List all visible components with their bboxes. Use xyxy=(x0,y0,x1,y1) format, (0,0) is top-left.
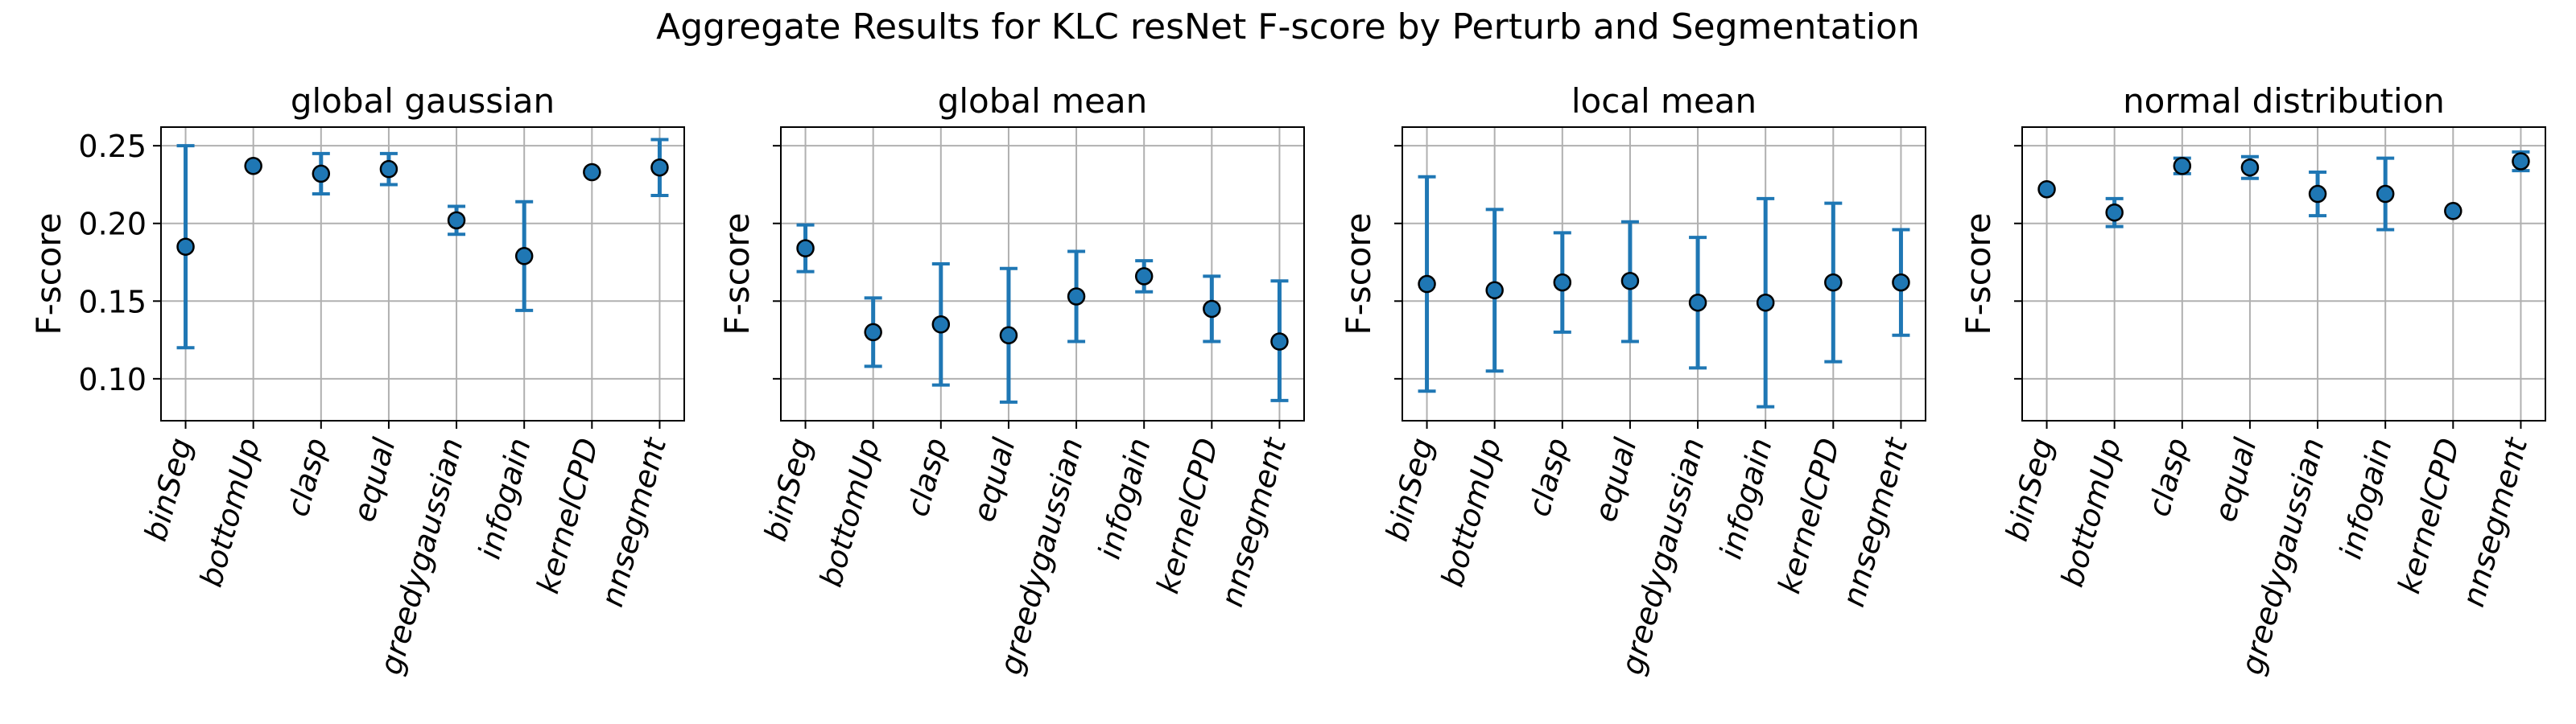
data-point-infogain xyxy=(1756,293,1775,312)
x-tick-label: equal xyxy=(1587,434,1644,526)
y-axis-label: F-score xyxy=(717,212,757,335)
data-point-kernelCPD xyxy=(583,162,601,182)
x-tick-label: infogain xyxy=(472,434,538,562)
subplot-title: global mean xyxy=(938,81,1148,121)
figure-title: Aggregate Results for KLC resNet F-score… xyxy=(656,6,1920,47)
y-tick-label: 0.25 xyxy=(78,129,147,164)
axes-frame xyxy=(160,126,685,422)
data-point-greedygaussian xyxy=(2308,184,2327,204)
x-tick-label: clasp xyxy=(1521,434,1575,520)
data-point-kernelCPD xyxy=(1203,299,1221,319)
data-point-binSeg xyxy=(2037,179,2056,199)
x-tick-label: kernelCPD xyxy=(1771,434,1847,597)
data-point-kernelCPD xyxy=(2444,202,2462,220)
subplot-title: local mean xyxy=(1571,81,1757,121)
y-axis-label: F-score xyxy=(29,212,68,335)
data-point-greedygaussian xyxy=(1067,287,1086,306)
data-point-nnsegment xyxy=(650,158,669,177)
plot-area xyxy=(781,127,1304,421)
x-tick-label: clasp xyxy=(899,434,954,520)
data-point-bottomUp xyxy=(1485,281,1504,300)
x-tick-label: nnsegment xyxy=(594,433,674,611)
data-point-clasp xyxy=(2173,157,2192,175)
data-point-infogain xyxy=(514,247,534,265)
data-point-clasp xyxy=(931,315,951,334)
data-point-bottomUp xyxy=(244,157,262,175)
axes-frame xyxy=(1402,126,1926,422)
subplot-title: global gaussian xyxy=(291,81,555,121)
data-point-equal xyxy=(1620,271,1640,290)
x-tick-label: clasp xyxy=(279,434,334,520)
data-point-infogain xyxy=(1134,267,1154,286)
x-tick-label: nnsegment xyxy=(1835,433,1915,611)
x-tick-label: nnsegment xyxy=(1214,433,1294,611)
x-tick-label: equal xyxy=(346,434,402,526)
data-point-bottomUp xyxy=(2105,203,2124,222)
data-point-equal xyxy=(379,159,398,179)
x-tick-label: binSeg xyxy=(138,434,199,545)
x-tick-label: kernelCPD xyxy=(2391,434,2467,597)
x-tick-label: nnsegment xyxy=(2455,433,2535,611)
subplot-title: normal distribution xyxy=(2123,81,2445,121)
x-tick-label: bottomUp xyxy=(2054,434,2128,590)
x-tick-label: binSeg xyxy=(1999,434,2060,545)
x-tick-label: kernelCPD xyxy=(1150,434,1225,597)
x-tick-label: infogain xyxy=(2333,434,2399,562)
x-tick-label: bottomUp xyxy=(193,434,267,590)
y-tick-label: 0.20 xyxy=(78,207,147,242)
y-tick-label: 0.10 xyxy=(78,362,147,397)
plot-area xyxy=(2022,127,2545,421)
x-tick-label: binSeg xyxy=(1379,434,1440,545)
data-point-infogain xyxy=(2376,184,2395,204)
axes-frame xyxy=(2021,126,2546,422)
data-point-nnsegment xyxy=(1892,273,1910,292)
data-point-clasp xyxy=(312,164,331,183)
x-tick-label: bottomUp xyxy=(1435,434,1509,590)
data-point-equal xyxy=(2240,158,2260,177)
data-point-kernelCPD xyxy=(1824,273,1843,292)
plot-area xyxy=(1402,127,1926,421)
x-tick-label: infogain xyxy=(1092,434,1158,562)
x-tick-label: kernelCPD xyxy=(530,434,605,597)
y-tick-label: 0.15 xyxy=(78,284,147,319)
data-point-bottomUp xyxy=(864,323,882,342)
x-tick-label: bottomUp xyxy=(813,434,887,590)
axes-frame xyxy=(780,126,1305,422)
x-tick-label: equal xyxy=(2207,434,2264,526)
data-point-binSeg xyxy=(796,239,815,257)
data-point-binSeg xyxy=(1418,274,1436,294)
x-tick-label: infogain xyxy=(1713,434,1779,562)
data-point-greedygaussian xyxy=(447,211,466,230)
y-axis-label: F-score xyxy=(1959,212,1998,335)
x-tick-label: clasp xyxy=(2140,434,2195,520)
y-axis-label: F-score xyxy=(1339,212,1378,335)
plot-area xyxy=(161,127,684,421)
data-point-binSeg xyxy=(176,237,195,256)
data-point-clasp xyxy=(1553,273,1572,292)
x-tick-label: equal xyxy=(966,434,1022,526)
x-tick-label: binSeg xyxy=(758,434,819,545)
data-point-nnsegment xyxy=(1270,332,1289,351)
data-point-equal xyxy=(999,326,1018,345)
data-point-nnsegment xyxy=(2512,152,2530,171)
data-point-greedygaussian xyxy=(1688,293,1707,312)
